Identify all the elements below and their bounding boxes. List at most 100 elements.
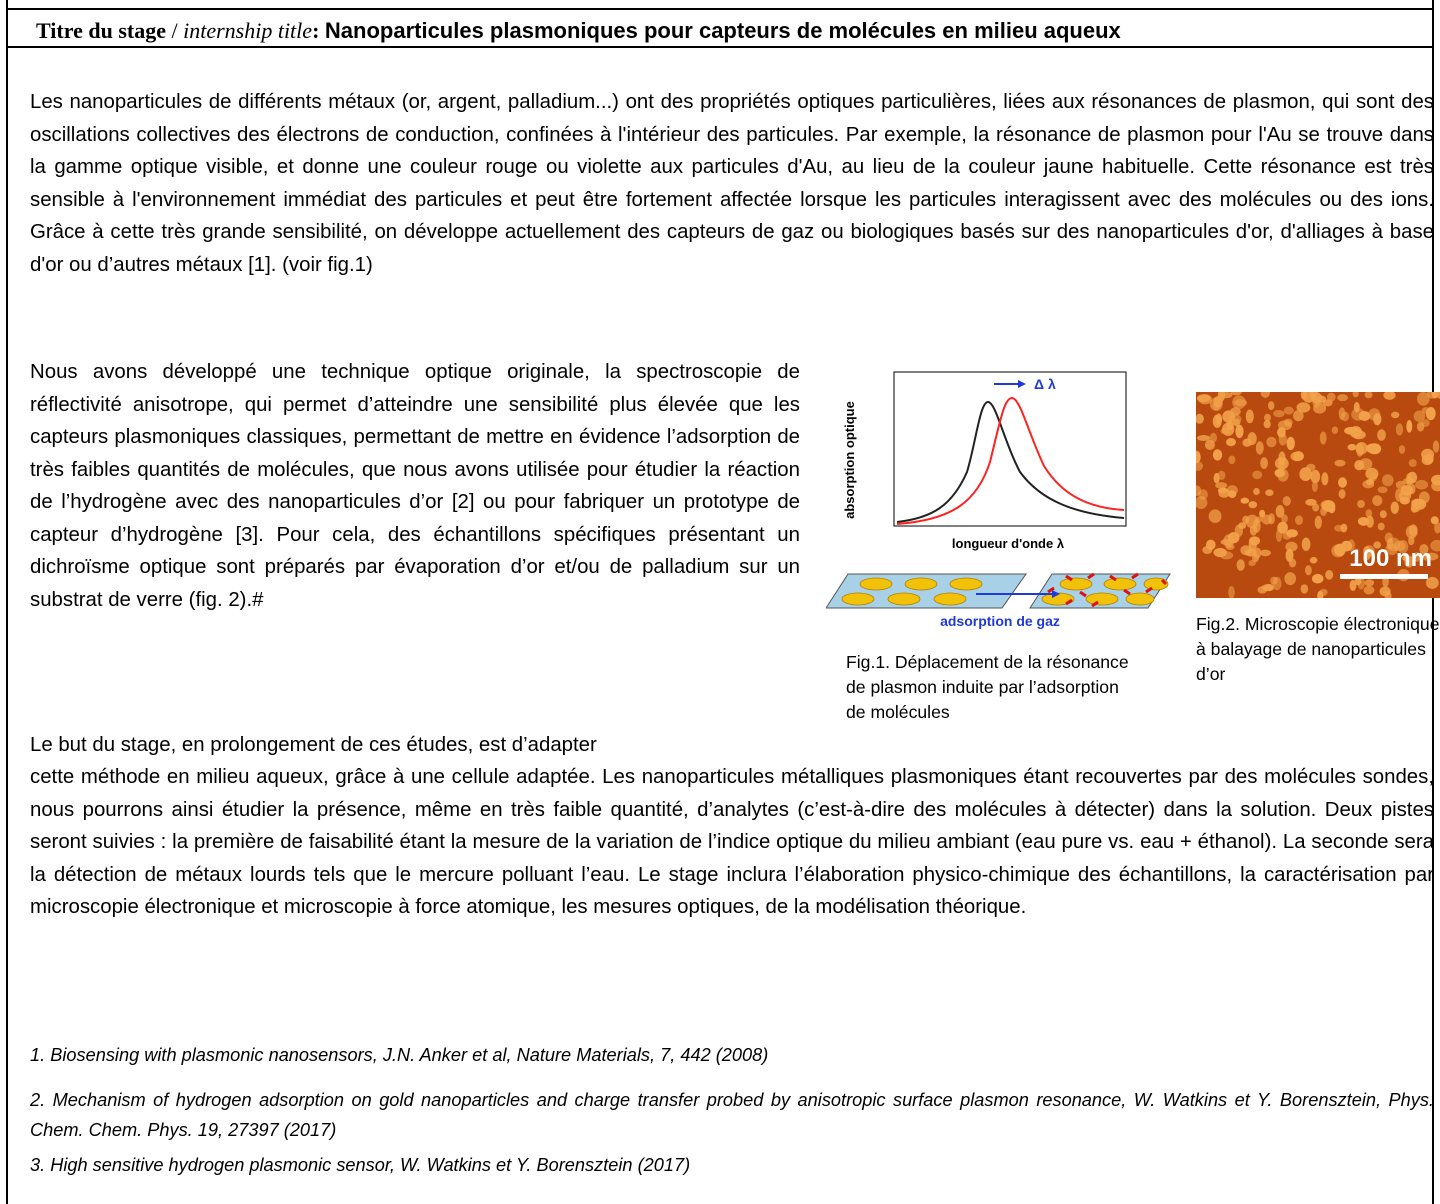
nanoparticle-dot: [1380, 510, 1387, 518]
nanoparticle-dot: [1287, 437, 1295, 450]
nanoparticle-dot: [1305, 499, 1316, 506]
nanoparticle-dot: [1264, 420, 1271, 428]
title-label-fr: Titre du stage: [36, 18, 166, 43]
nanoparticle-dot: [1396, 423, 1403, 435]
nanoparticle-dot: [1403, 478, 1412, 484]
nanoparticle-dot: [1366, 444, 1380, 454]
nanoparticle-dot: [1426, 407, 1436, 420]
nanoparticle-dot: [1351, 408, 1365, 421]
nanoparticle-dot: [1253, 519, 1261, 533]
nanoparticle-dot: [1226, 438, 1236, 446]
nanoparticle-dot: [1268, 401, 1274, 410]
internship-title-bar: Titre du stage / internship title: Nanop…: [6, 8, 1434, 48]
nanoparticle-dot: [1214, 548, 1227, 557]
nanoparticle-dot: [1197, 435, 1210, 441]
reference-2: 2. Mechanism of hydrogen adsorption on g…: [30, 1085, 1434, 1145]
nanoparticle-dot: [1240, 545, 1251, 555]
nanoparticle-dot: [1249, 501, 1258, 508]
nanoparticle-dot: [1202, 546, 1212, 554]
nanoparticle-dot: [1339, 407, 1346, 420]
nanoparticle-dot: [1421, 419, 1429, 427]
nanoparticle-dot: [1370, 473, 1378, 482]
technique-paragraph: Nous avons développé une technique optiq…: [30, 356, 800, 616]
nanoparticle-dot: [1249, 536, 1260, 545]
shift-label: Δ λ: [1034, 376, 1056, 392]
title-label-en: internship title: [183, 18, 312, 43]
goal-paragraph: cette méthode en milieu aqueux, grâce à …: [30, 761, 1434, 924]
nanoparticle-dot: [1285, 549, 1293, 562]
figure2-caption: Fig.2. Microscopie électronique à balaya…: [1196, 612, 1440, 687]
nanoparticle-dot: [1235, 425, 1243, 438]
nanoparticle-dot: [1252, 471, 1262, 480]
nanoparticle-dot: [1283, 496, 1291, 506]
nanoparticle-dot: [1266, 437, 1276, 448]
chart-xlabel: longueur d'onde λ: [952, 536, 1065, 551]
nanoparticle-dot: [1228, 456, 1235, 465]
nanoparticle-dot: [1325, 570, 1333, 580]
nanoparticle-dot: [1252, 554, 1259, 563]
nanoparticle-dot: [1352, 430, 1366, 439]
nanoparticle-dot: [1372, 495, 1382, 506]
nanoparticle-dot: [1218, 488, 1229, 498]
nanoparticle-dot: [1431, 516, 1439, 524]
nanoparticle-dot: [1406, 420, 1412, 433]
nanoparticle-dot: [1401, 485, 1414, 496]
nanoparticle-dot: [1265, 489, 1273, 496]
nanoparticle-dot: [1400, 497, 1410, 505]
nanoparticle-dot: [1419, 491, 1430, 503]
nanoparticle-dot: [1226, 544, 1235, 550]
nanoparticle-dot: [1302, 538, 1311, 551]
nanoparticle-dot: [1378, 487, 1388, 494]
scale-bar: [1340, 574, 1428, 579]
chart-ylabel: absorption optique: [842, 401, 857, 519]
nanoparticle-dot: [1305, 565, 1312, 575]
nanoparticle-dot: [1364, 579, 1374, 586]
nanoparticle-dot: [1320, 589, 1328, 596]
nanoparticle-dot: [1433, 440, 1439, 452]
nanoparticle-dot: [1256, 441, 1264, 454]
nanoparticle-dot: [1354, 460, 1364, 470]
nanoparticle-dot: [1293, 410, 1304, 421]
nanoparticle-dot: [1310, 557, 1318, 564]
nanoparticle-dot: [1399, 445, 1405, 454]
intro-paragraph: Les nanoparticules de différents métaux …: [30, 86, 1434, 281]
nanoparticle-dot: [1210, 397, 1223, 411]
nanoparticle-dot: [1364, 586, 1375, 595]
sem-image: 100 nm: [1196, 392, 1440, 598]
nanoparticle-dot: [1295, 515, 1303, 525]
nanoparticle-dot: [1341, 524, 1348, 533]
nanoparticle-dot: [1301, 584, 1309, 593]
nanoparticle-dot: [1214, 473, 1220, 484]
nanoparticle-dot: [1377, 429, 1386, 441]
nanoparticle-dot: [1422, 455, 1434, 465]
nanoparticle-dot: [1312, 574, 1323, 584]
reference-3: 3. High sensitive hydrogen plasmonic sen…: [30, 1150, 1434, 1180]
nanoparticle-dot: [1246, 410, 1254, 424]
nanoparticle-dot: [1358, 517, 1369, 526]
nanoparticle-dot: [1310, 470, 1320, 484]
nanoparticle-dot: [1258, 586, 1268, 593]
plasmon-shift-chart: absorption optique Δ λ longueur d'onde λ: [842, 362, 1132, 562]
nanoparticle-dot: [1350, 580, 1357, 591]
nanoparticle-dot: [1241, 498, 1250, 504]
nanoparticle-dot: [1213, 449, 1222, 460]
nanoparticle-dot: [1275, 457, 1289, 470]
nanoparticle-dot: [1382, 474, 1394, 486]
nanoparticle-dot: [1355, 442, 1367, 454]
reference-1: 1. Biosensing with plasmonic nanosensors…: [30, 1040, 1434, 1070]
nanoparticle-dot: [1238, 522, 1246, 529]
nanoparticle-dot: [1275, 469, 1286, 478]
title-separator: /: [166, 18, 183, 43]
nanoparticle-dot: [1357, 500, 1365, 508]
nanoparticle-dot: [1278, 420, 1292, 430]
nanoparticle-dot: [1380, 587, 1391, 597]
nanoparticle-dot: [1315, 516, 1322, 529]
goal-paragraph-first-line: Le but du stage, en prolongement de ces …: [30, 729, 800, 762]
title-colon: :: [312, 18, 325, 43]
nanoparticle-dot: [1260, 457, 1268, 469]
nanoparticle-dot: [1338, 477, 1347, 487]
nanoparticle-dot: [1273, 410, 1284, 417]
nanoparticle-dot: [1284, 572, 1296, 585]
nanoparticle-dot: [1409, 459, 1417, 467]
gas-label: adsorption de gaz: [940, 613, 1060, 629]
